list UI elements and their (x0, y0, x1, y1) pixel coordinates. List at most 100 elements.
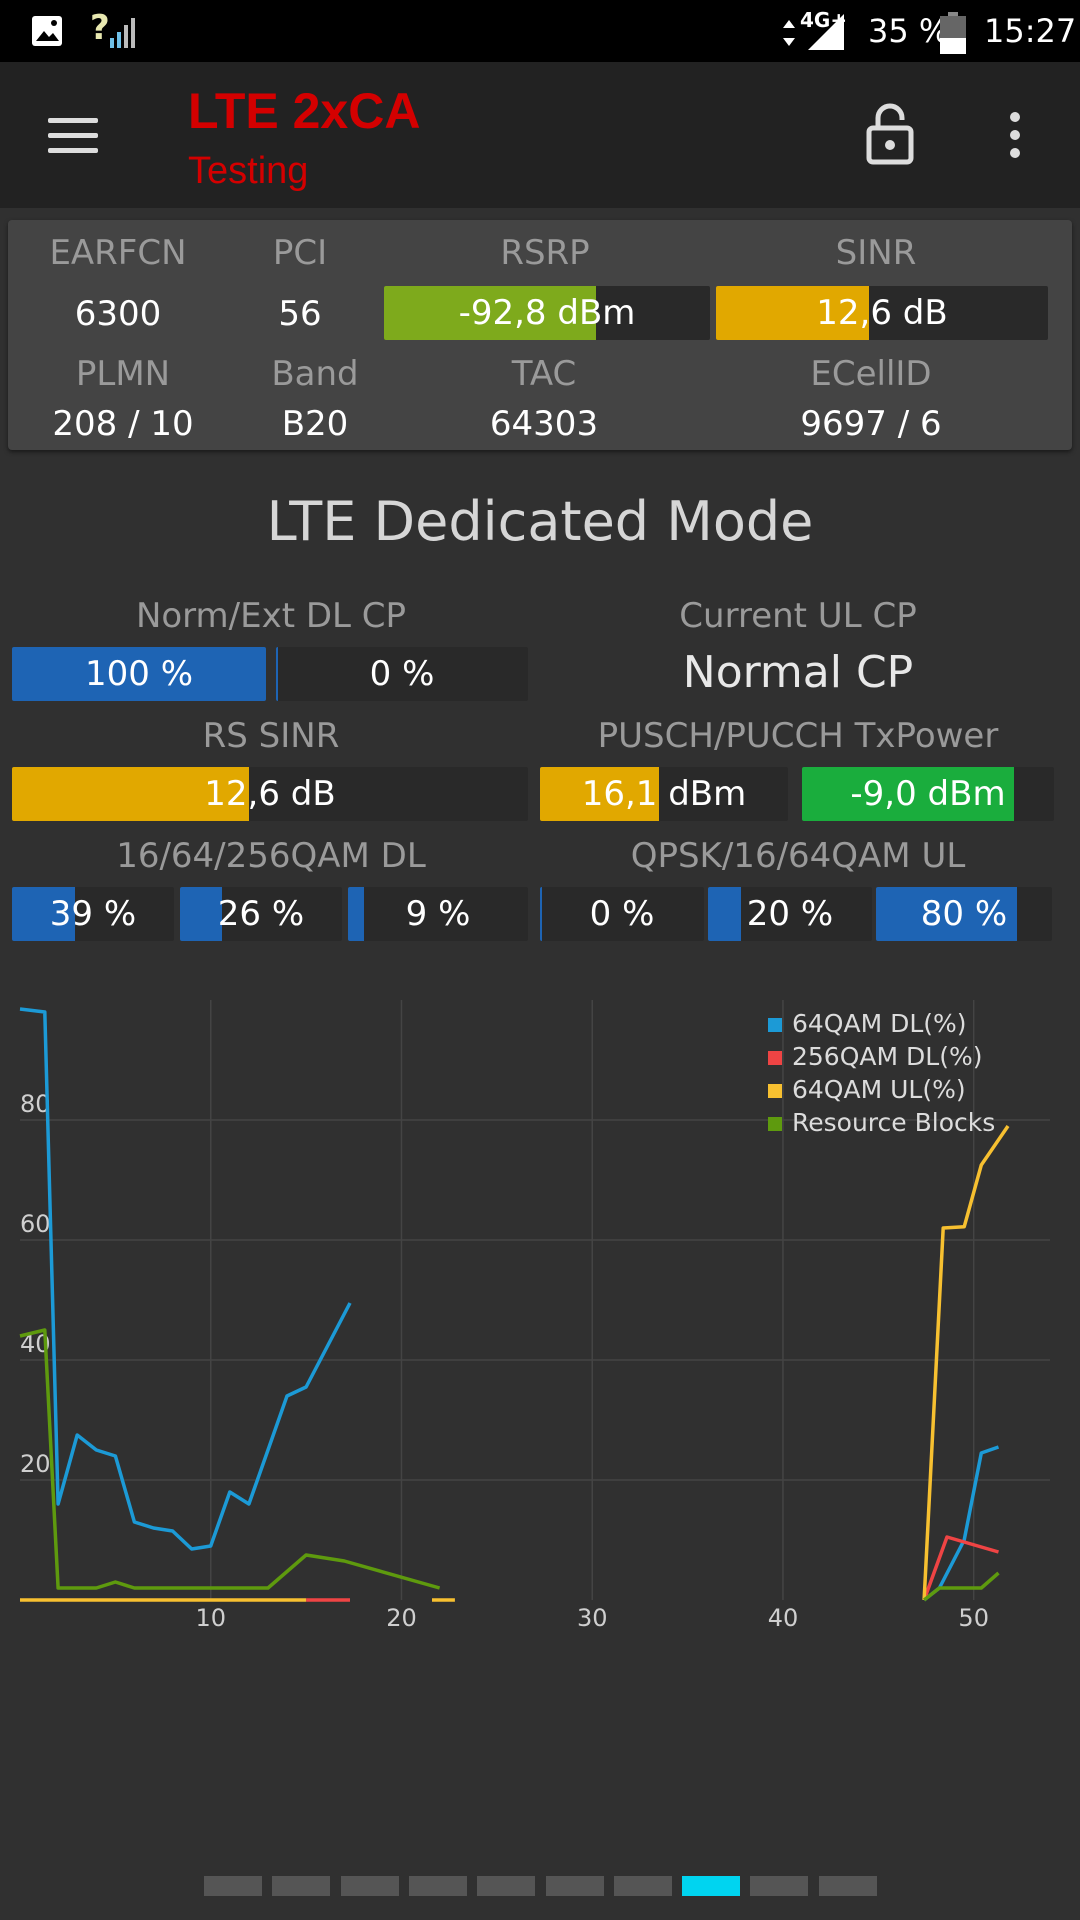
series-line-1 (922, 1535, 999, 1601)
page-dot[interactable] (545, 1876, 604, 1896)
pci-label: PCI (272, 233, 328, 273)
plmn-label: PLMN (75, 354, 171, 394)
legend-swatch (768, 1018, 782, 1032)
legend-label: 64QAM DL(%) (792, 1009, 967, 1038)
qam64-dl-bar: 26 % (180, 887, 342, 941)
rs-sinr-bar: 12,6 dB (12, 767, 528, 821)
qam64-ul-value: 80 % (920, 894, 1008, 934)
ecellid-value: 9697 / 6 (800, 404, 942, 444)
qam64-ul-bar: 80 % (876, 887, 1052, 941)
app-subtitle: Testing (188, 150, 309, 192)
sinr-bar-fill (716, 286, 869, 340)
pucch-txpower-bar: -9,0 dBm (802, 767, 1054, 821)
dl-extended-cp-bar: 0 % (276, 647, 528, 701)
page-dot[interactable] (818, 1876, 877, 1896)
qam16-dl-value: 39 % (49, 894, 137, 934)
dl-normal-cp-bar: 100 % (12, 647, 266, 701)
legend-swatch (768, 1051, 782, 1065)
app-bar: LTE 2xCA Testing (0, 62, 1080, 208)
rsrp-value: -92,8 dBm (458, 293, 636, 333)
x-tick-label: 20 (386, 1604, 417, 1630)
pusch-txpower-bar: 16,1 dBm (540, 767, 788, 821)
rsrp-bar-fill (384, 286, 596, 340)
series-line-0 (923, 1445, 1000, 1602)
y-tick-label: 20 (20, 1450, 51, 1478)
sinr-value: 12,6 dB (816, 293, 948, 333)
qam256-dl-value: 9 % (405, 894, 471, 934)
page-dot[interactable] (272, 1876, 331, 1896)
legend-swatch (768, 1117, 782, 1131)
qam64-dl-fill (180, 887, 223, 941)
x-tick-label: 30 (577, 1604, 608, 1630)
clock: 15:27 (984, 12, 1077, 50)
sinr-bar: 12,6 dB (716, 286, 1048, 340)
qam16-dl-fill (12, 887, 76, 941)
plmn-value: 208 / 10 (52, 404, 194, 444)
qam16-ul-bar: 20 % (708, 887, 872, 941)
page-dot[interactable] (204, 1876, 262, 1896)
tac-label: TAC (511, 354, 577, 394)
dl-normal-cp-value: 100 % (84, 654, 193, 694)
dl-normal-cp-fill (12, 647, 266, 701)
series-line-2 (922, 1125, 1010, 1601)
pucch-txpower-fill (802, 767, 1014, 821)
lock-icon[interactable] (866, 100, 914, 166)
qam-dl-label: 16/64/256QAM DL (116, 836, 426, 876)
pucch-txpower-value: -9,0 dBm (850, 774, 1006, 814)
sinr-label: SINR (835, 233, 917, 273)
data-arrows-icon (783, 20, 795, 46)
dl-extended-cp-value: 0 % (369, 654, 435, 694)
qam64-ul-fill (876, 887, 1017, 941)
legend-swatch (768, 1084, 782, 1098)
qam16-ul-value: 20 % (746, 894, 834, 934)
rs-sinr-value: 12,6 dB (204, 774, 336, 814)
qam16-dl-bar: 39 % (12, 887, 174, 941)
x-tick-label: 50 (958, 1604, 989, 1630)
menu-icon[interactable] (40, 102, 106, 168)
legend-label: 64QAM UL(%) (792, 1075, 966, 1104)
pusch-txpower-fill (540, 767, 660, 821)
pci-value: 56 (278, 294, 322, 334)
qam256-dl-bar: 9 % (348, 887, 528, 941)
tac-value: 64303 (489, 404, 599, 444)
qam256-dl-fill (348, 887, 365, 941)
dl-cp-label: Norm/Ext DL CP (135, 596, 407, 636)
qam16-ul-fill (708, 887, 741, 941)
battery-icon (940, 12, 966, 54)
ul-cp-value: Normal CP (682, 647, 914, 698)
y-tick-label: 60 (20, 1210, 51, 1238)
series-line-3 (923, 1571, 1000, 1602)
pusch-txpower-value: 16,1 dBm (581, 774, 747, 814)
rsrp-label: RSRP (500, 233, 590, 273)
page-dot[interactable] (340, 1876, 399, 1896)
page-dot[interactable] (750, 1876, 809, 1896)
signal-icon (808, 14, 844, 50)
band-label: Band (271, 354, 359, 394)
page-dot[interactable] (613, 1876, 672, 1896)
battery-percent: 35 % (868, 12, 950, 50)
signal-unknown-icon: ? (90, 8, 138, 52)
status-bar: ? 4G+ 35 % 15:27 (0, 0, 1080, 62)
qam64-dl-value: 26 % (217, 894, 305, 934)
txpower-label: PUSCH/PUCCH TxPower (597, 716, 999, 756)
band-value: B20 (281, 404, 349, 444)
earfcn-label: EARFCN (49, 233, 187, 273)
page-dot[interactable] (477, 1876, 536, 1896)
more-vert-icon[interactable] (990, 102, 1040, 168)
series-line-0 (19, 1007, 352, 1551)
rs-sinr-fill (12, 767, 250, 821)
x-tick-label: 10 (195, 1604, 226, 1630)
legend-label: 256QAM DL(%) (792, 1042, 982, 1071)
legend-label: Resource Blocks (792, 1108, 995, 1137)
x-tick-label: 40 (768, 1604, 799, 1630)
image-icon (32, 16, 62, 46)
rs-sinr-label: RS SINR (202, 716, 340, 756)
page-dot[interactable] (408, 1876, 467, 1896)
app-title: LTE 2xCA (188, 83, 421, 139)
ul-cp-label: Current UL CP (679, 596, 917, 636)
page-dot[interactable] (682, 1876, 741, 1896)
rsrp-bar: -92,8 dBm (384, 286, 710, 340)
series-line-3 (19, 1328, 441, 1590)
qam-ul-label: QPSK/16/64QAM UL (630, 836, 966, 876)
